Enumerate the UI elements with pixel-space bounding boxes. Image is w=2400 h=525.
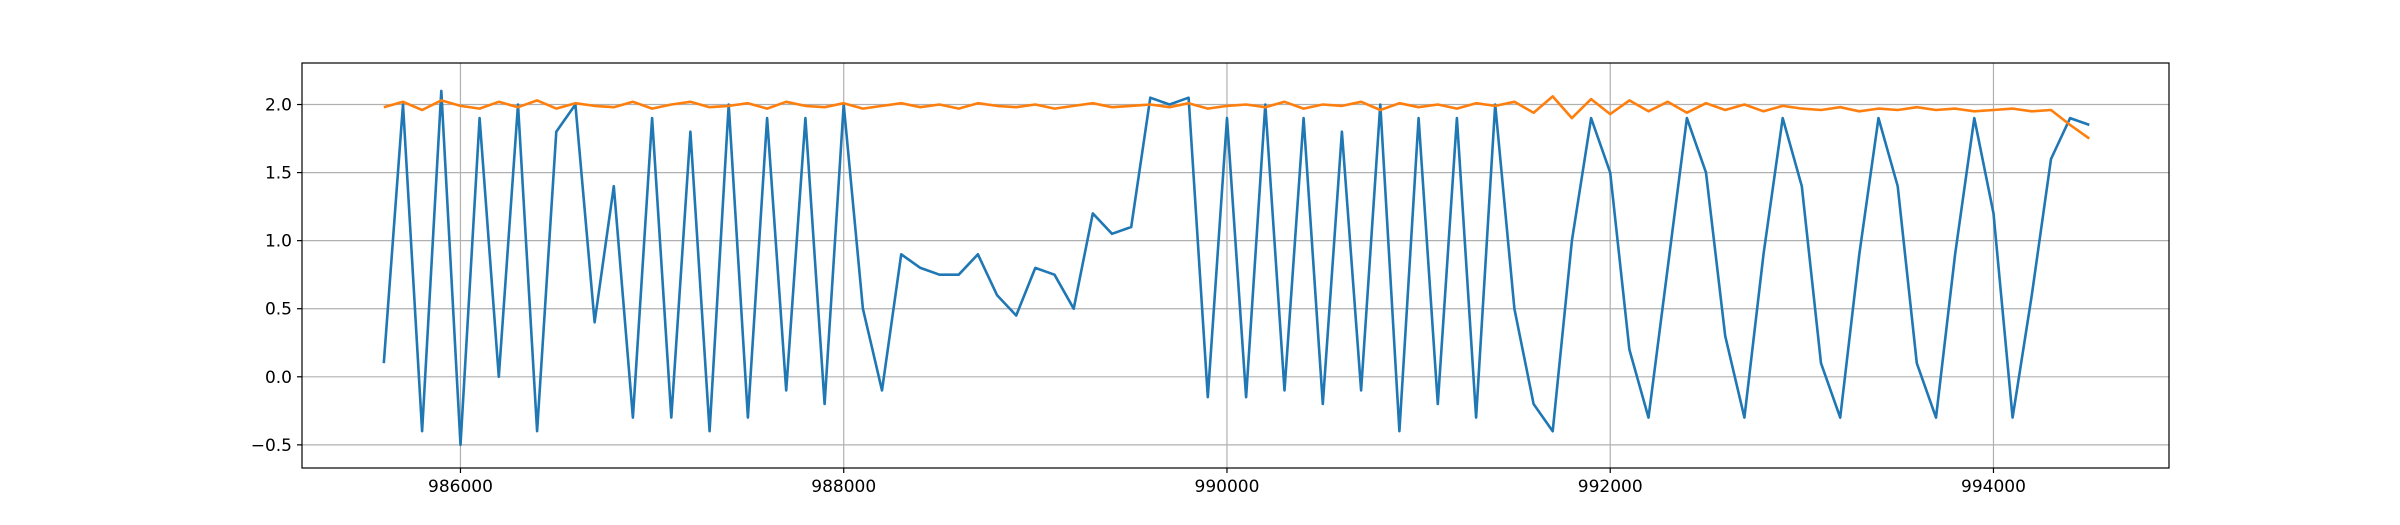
x-tick-label: 988000: [811, 477, 876, 497]
y-tick-label: 0.0: [265, 368, 292, 388]
x-tick-label: 986000: [428, 477, 493, 497]
y-tick-label: 2.0: [265, 96, 292, 116]
y-tick-label: 1.5: [265, 164, 292, 184]
x-tick-label: 990000: [1195, 477, 1260, 497]
y-tick-label: 0.5: [265, 300, 292, 320]
x-tick-label: 994000: [1961, 477, 2026, 497]
y-tick-label: −0.5: [251, 436, 292, 456]
x-tick-label: 992000: [1578, 477, 1643, 497]
y-tick-label: 1.0: [265, 232, 292, 252]
series-line: [383, 95, 2091, 140]
series-line: [382, 89, 2090, 447]
plot-frame: [301, 62, 2170, 469]
